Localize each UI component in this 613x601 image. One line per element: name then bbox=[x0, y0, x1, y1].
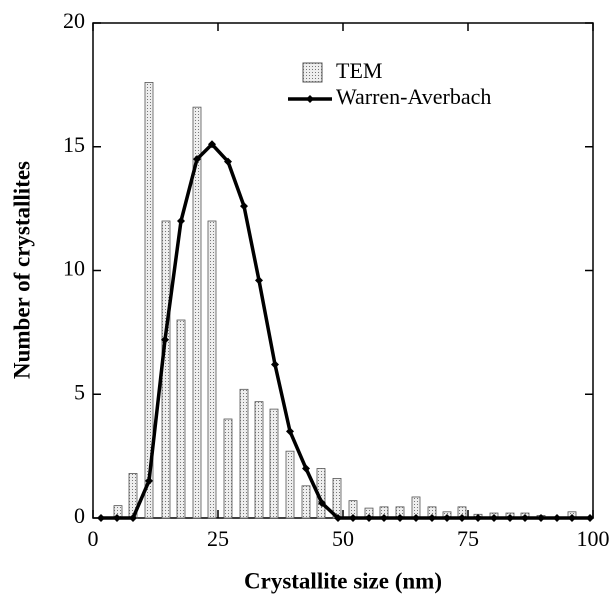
marker bbox=[161, 335, 169, 344]
marker bbox=[506, 514, 514, 522]
bar bbox=[176, 319, 186, 519]
bar bbox=[332, 477, 342, 519]
marker bbox=[443, 514, 451, 522]
marker bbox=[521, 514, 529, 522]
legend-marker bbox=[306, 95, 314, 103]
marker bbox=[458, 514, 466, 522]
bar bbox=[144, 82, 154, 519]
marker bbox=[380, 514, 388, 522]
legend-label: Warren-Averbach bbox=[336, 84, 491, 109]
marker bbox=[177, 217, 185, 225]
bar bbox=[285, 450, 295, 519]
marker bbox=[586, 514, 594, 522]
y-tick-label: 15 bbox=[63, 132, 85, 157]
marker bbox=[208, 140, 216, 149]
legend-label: TEM bbox=[336, 58, 382, 83]
marker bbox=[97, 514, 105, 522]
y-tick-label: 10 bbox=[63, 256, 85, 281]
y-axis-title: Number of crystallites bbox=[9, 161, 34, 379]
marker bbox=[193, 155, 201, 164]
bar bbox=[207, 220, 217, 519]
x-tick-label: 50 bbox=[332, 526, 354, 551]
bar bbox=[269, 408, 279, 519]
bar bbox=[254, 401, 264, 519]
bar bbox=[192, 106, 202, 519]
marker bbox=[302, 464, 310, 473]
marker bbox=[474, 514, 482, 522]
marker bbox=[286, 427, 294, 436]
y-tick-label: 5 bbox=[74, 379, 85, 404]
marker bbox=[240, 202, 248, 211]
marker bbox=[318, 499, 326, 508]
marker bbox=[365, 514, 373, 522]
bar bbox=[301, 485, 311, 519]
bar bbox=[223, 418, 233, 519]
marker bbox=[129, 514, 137, 522]
y-tick-label: 20 bbox=[63, 8, 85, 33]
marker bbox=[255, 276, 263, 285]
marker bbox=[396, 514, 404, 522]
x-tick-label: 100 bbox=[577, 526, 610, 551]
marker bbox=[490, 514, 498, 522]
marker bbox=[271, 360, 279, 369]
line bbox=[101, 141, 590, 520]
marker bbox=[334, 514, 342, 522]
x-axis-title: Crystallite size (nm) bbox=[244, 568, 442, 593]
marker bbox=[553, 514, 561, 522]
marker bbox=[349, 514, 357, 522]
marker bbox=[224, 157, 232, 166]
marker bbox=[145, 476, 153, 485]
marker bbox=[537, 514, 545, 522]
bar bbox=[239, 388, 249, 519]
marker bbox=[113, 514, 121, 522]
marker bbox=[568, 514, 576, 522]
marker bbox=[428, 514, 436, 522]
x-tick-label: 0 bbox=[88, 526, 99, 551]
y-tick-label: 0 bbox=[74, 503, 85, 528]
x-tick-label: 25 bbox=[207, 526, 229, 551]
marker bbox=[412, 514, 420, 522]
x-tick-label: 75 bbox=[457, 526, 479, 551]
legend-swatch bbox=[302, 62, 323, 83]
